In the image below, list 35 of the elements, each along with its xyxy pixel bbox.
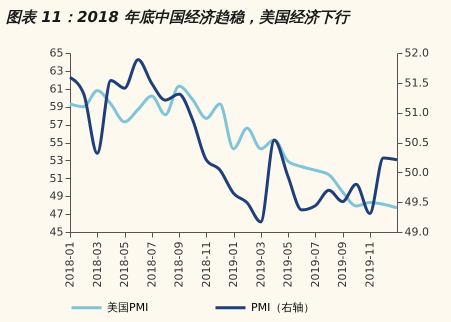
x-tick-label: 2019-07	[308, 242, 322, 288]
x-tick-label: 2019-11	[363, 242, 376, 288]
y2-tick-label: 51.5	[404, 76, 429, 90]
y-tick-label: 65	[50, 46, 64, 60]
y-tick-label: 61	[50, 82, 64, 96]
x-tick-label: 2019-01	[227, 242, 240, 288]
y-tick-label: 59	[50, 100, 64, 114]
y-tick-label: 53	[50, 154, 64, 167]
y2-tick-label: 51.0	[404, 106, 429, 120]
y-tick-label: 55	[50, 136, 64, 149]
y-tick-label: 47	[50, 208, 64, 221]
y-tick-label: 51	[50, 172, 64, 185]
x-tick-label: 2018-09	[172, 242, 186, 288]
line-series	[68, 84, 398, 210]
y-tick-label: 57	[50, 118, 64, 132]
chart-title: 图表 11：2018 年底中国经济趋稳，美国经济下行	[6, 8, 352, 26]
x-tick-label: 2018-07	[145, 242, 158, 288]
x-tick-label: 2018-11	[200, 242, 213, 288]
y-tick-label: 45	[50, 226, 64, 238]
x-tick-label: 2019-05	[282, 242, 294, 288]
x-tick-label: 2019-09	[336, 242, 349, 288]
y-tick-label: 49	[50, 190, 64, 203]
legend-label: PMI（右轴）	[251, 300, 314, 314]
y2-tick-label: 50.0	[404, 166, 429, 179]
x-tick-label: 2019-03	[254, 242, 268, 288]
y2-tick-label: 50.5	[404, 136, 429, 149]
legend-label: 美国PMI	[107, 300, 148, 314]
y2-tick-label: 52.0	[404, 46, 429, 60]
x-tick-label: 2018-01	[64, 242, 76, 288]
y2-tick-label: 49.0	[404, 226, 429, 238]
y-tick-label: 63	[50, 64, 64, 78]
line-series	[68, 58, 398, 224]
y2-tick-label: 49.5	[404, 196, 429, 209]
x-tick-label: 2018-03	[90, 242, 104, 288]
x-tick-label: 2018-05	[118, 242, 131, 288]
